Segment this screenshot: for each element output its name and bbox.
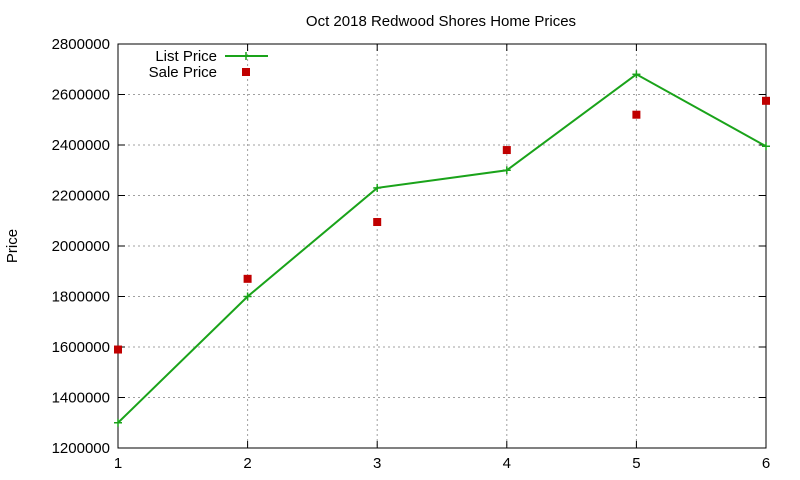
y-tick-label: 2000000 (52, 238, 110, 255)
sale-price-point (502, 146, 511, 155)
sale-price-point (632, 110, 641, 119)
y-axis-label: Price (4, 229, 21, 263)
y-tick-label: 2200000 (52, 188, 110, 205)
y-tick-label: 1200000 (52, 440, 110, 457)
x-tick-label: 5 (632, 455, 640, 472)
x-tick-label: 6 (762, 455, 770, 472)
y-tick-label: 1800000 (52, 289, 110, 306)
x-tick-label: 1 (114, 455, 122, 472)
y-tick-label: 2400000 (52, 137, 110, 154)
sale-price-point (762, 96, 770, 105)
legend-square-swatch (242, 68, 250, 76)
list-price-point (114, 418, 122, 427)
sale-price-point (373, 218, 382, 227)
legend-label: Sale Price (149, 64, 217, 81)
y-tick-label: 2600000 (52, 87, 110, 104)
y-tick-label: 1600000 (52, 339, 110, 356)
series-1 (114, 96, 770, 354)
x-tick-label: 4 (503, 455, 511, 472)
y-tick-label: 2800000 (52, 36, 110, 53)
list-price-line (117, 73, 767, 424)
sale-price-point (243, 274, 252, 283)
chart-title: Oct 2018 Redwood Shores Home Prices (306, 13, 576, 30)
series-0 (114, 70, 770, 427)
legend-plus-swatch (242, 52, 250, 60)
legend-label: List Price (155, 48, 217, 65)
list-price-point (243, 292, 252, 301)
axis-ticks: 1200000 1400000 1600000 1800000 2000000 22000… (52, 36, 771, 472)
series (114, 70, 770, 427)
list-price-point (373, 183, 382, 192)
y-tick-label: 1400000 (52, 390, 110, 407)
list-price-point (502, 166, 511, 175)
grid (118, 44, 766, 448)
list-price-point (632, 70, 641, 79)
list-price-point (762, 142, 770, 151)
x-tick-label: 2 (243, 455, 251, 472)
sale-price-point (114, 345, 122, 354)
x-tick-label: 3 (373, 455, 381, 472)
